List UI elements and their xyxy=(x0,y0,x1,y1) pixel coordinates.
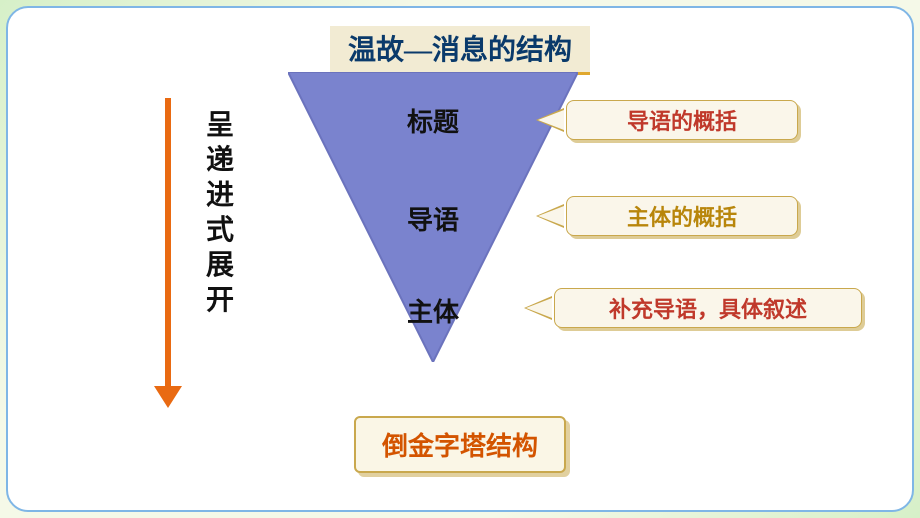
slide-panel: 温故—消息的结构 呈递进式展开 标题 导语 主体 导语的概括 主体的概括 xyxy=(6,6,914,512)
callout-2: 主体的概括 xyxy=(538,196,798,236)
callout-3-box: 补充导语，具体叙述 xyxy=(554,288,862,328)
callout-1: 导语的概括 xyxy=(538,100,798,140)
callout-2-box: 主体的概括 xyxy=(566,196,798,236)
arrow-head-icon xyxy=(154,386,182,408)
outer-frame: 温故—消息的结构 呈递进式展开 标题 导语 主体 导语的概括 主体的概括 xyxy=(0,0,920,518)
arrow-shaft xyxy=(165,98,171,386)
bottom-summary-box: 倒金字塔结构 xyxy=(354,416,566,473)
slide-title: 温故—消息的结构 xyxy=(330,26,590,75)
callout-3: 补充导语，具体叙述 xyxy=(526,288,862,328)
callout-1-box: 导语的概括 xyxy=(566,100,798,140)
callout-tail-icon xyxy=(526,298,552,318)
triangle-label-1: 标题 xyxy=(393,102,473,139)
callout-tail-icon xyxy=(538,206,564,226)
vertical-progression-label: 呈递进式展开 xyxy=(203,108,237,318)
triangle-label-2: 导语 xyxy=(393,200,473,237)
triangle-label-3: 主体 xyxy=(393,292,473,329)
progression-arrow xyxy=(156,98,180,408)
callout-tail-icon xyxy=(538,110,564,130)
